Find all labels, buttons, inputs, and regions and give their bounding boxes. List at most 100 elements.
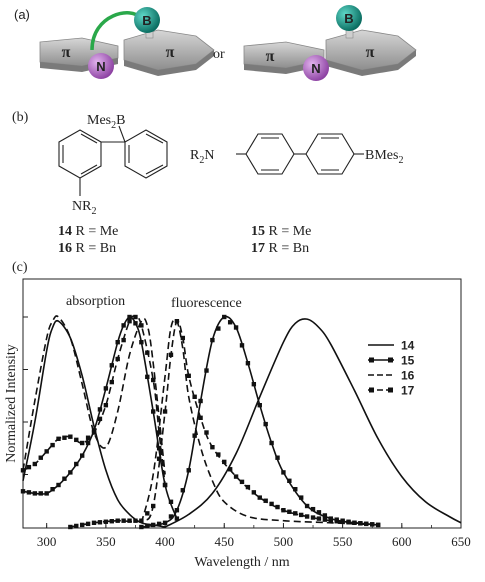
x-tick-label: 450 [214,534,234,549]
motif-right: B N π π [243,5,417,81]
series-15-marker [109,363,114,368]
series-15-marker [68,470,73,475]
pi-label-right: π [166,44,175,61]
series-15-marker [151,522,156,528]
series-17-marker [121,337,126,343]
series-17-marker [222,459,227,465]
series-16-absorption-line [22,315,166,475]
series-17-marker [186,373,191,378]
nitrogen-sphere [88,53,114,79]
series-15-marker [239,343,245,348]
series-17-marker [145,511,150,516]
series-17-marker [322,517,328,522]
boron-sphere [134,7,160,33]
legend-marker-17 [388,387,393,393]
legend-marker-17 [369,387,374,393]
series-17-marker [56,436,61,441]
series-17-marker [304,514,310,519]
series-17-marker [151,377,156,383]
panel-b-label: (b) [12,110,29,125]
series-16-fluorescence-line [140,318,379,526]
series-17-marker [281,508,286,513]
series-15-marker [156,521,162,527]
series-15-marker [227,320,233,325]
series-17-marker [91,520,97,525]
series-17-marker [74,437,79,443]
x-tick-label: 350 [96,534,116,549]
nitrogen-label: N [311,61,320,76]
series-15-marker [139,340,144,345]
pi-plate-right-edge [326,50,416,76]
series-15-marker [310,506,316,512]
series-17-marker [50,442,55,448]
series-17-marker [109,519,114,524]
series-15-marker [133,321,138,326]
series-14-fluorescence-line [164,318,462,528]
series-15-marker [97,407,103,412]
or-text: or [213,47,225,62]
pi-plate-right-edge [124,50,214,76]
series-15-marker [275,455,280,460]
series-17-marker [103,403,109,408]
series-15-marker [251,382,257,387]
r2n-substituent: R2N [190,148,214,166]
series-15-marker [245,361,251,366]
series-17-marker [133,314,138,320]
series-15-marker [216,326,221,331]
series-15-marker [50,487,55,492]
x-tick-label: 500 [274,534,294,549]
series-17-marker [370,522,375,527]
legend-marker-15 [388,357,393,363]
series-17-marker [298,512,304,518]
series-17-marker [85,435,91,440]
series-17-marker [32,461,38,467]
series-17-marker [127,319,132,324]
series-15-marker [127,314,132,320]
pi-plate-left-edge [244,60,324,74]
series-15-marker [168,499,174,504]
series-17-marker [263,498,268,503]
series-17-marker [139,323,144,328]
benzene-ring [124,129,168,179]
benzene-ring [245,133,295,175]
series-15-marker [316,510,322,515]
molecule-right [236,133,364,175]
series-17-marker [121,518,126,523]
series-17-marker [145,350,150,355]
series-15-marker [121,323,126,328]
series-17-marker [103,519,109,524]
series-15-marker [44,491,49,496]
series-15-marker [298,495,304,500]
pi-plate-left-edge [40,58,118,72]
bmes2-substituent: BMes2 [365,148,403,166]
spectra-chart: 300 350 400 450 500 550 600 650 Wavelength / nm N… [4,278,471,570]
series-17-marker [115,518,120,523]
series-17-marker [91,430,97,435]
nitrogen-label: N [96,59,105,74]
series-15-marker [62,476,67,481]
series-17-marker [97,416,103,422]
series-17-marker [156,456,162,461]
series-15-marker [79,453,85,458]
benzene-ring [305,133,355,175]
series-17-marker [79,522,85,528]
series-15-marker [162,520,168,525]
x-tick-label: 650 [451,534,471,549]
series-17-marker [364,521,369,527]
legend-label-17: 17 [401,384,415,398]
series-15-marker [281,470,286,475]
pi-label-left: π [62,44,71,61]
series-17-marker [227,467,233,472]
series-15-marker [20,489,26,494]
series-17-marker [251,490,257,495]
series-17-marker [358,521,363,526]
x-axis-label: Wavelength / nm [194,555,289,570]
series-17-marker [210,445,215,450]
legend-label-15: 15 [401,354,415,368]
annotation-absorption: absorption [66,294,125,309]
series-17-marker [62,435,67,440]
series-17-marker [310,515,316,520]
series-15-marker [204,368,209,373]
series-15-marker [38,491,43,496]
series-17-marker [38,455,43,460]
